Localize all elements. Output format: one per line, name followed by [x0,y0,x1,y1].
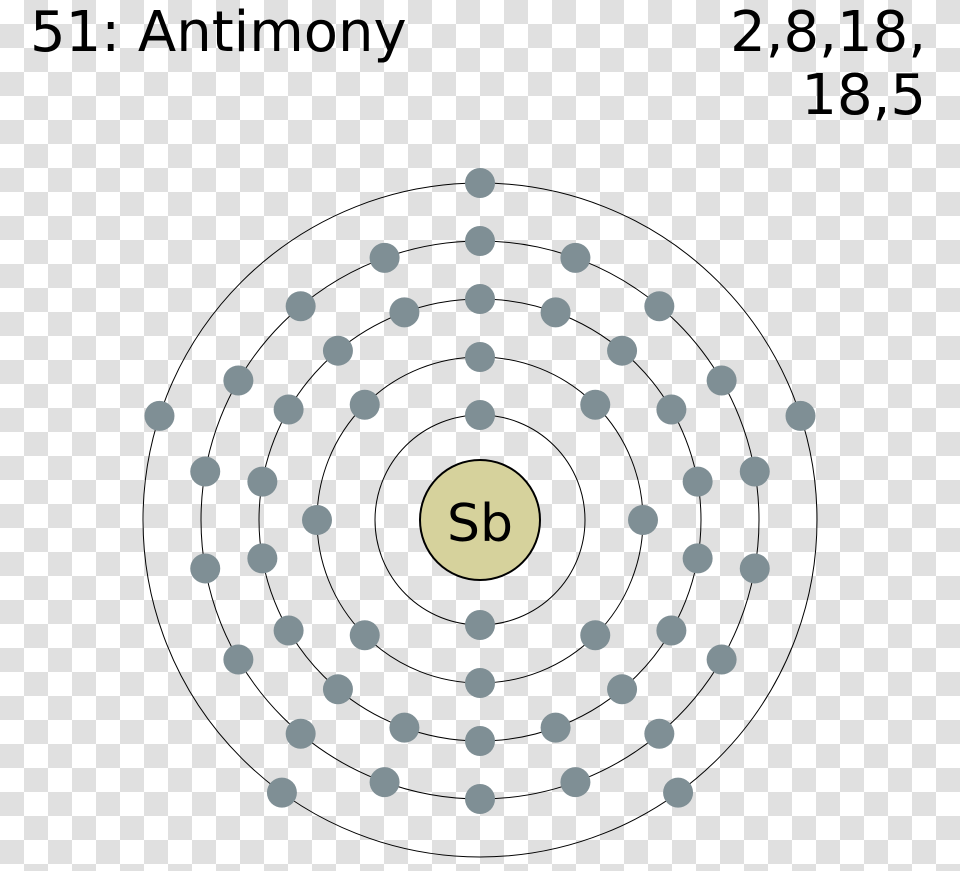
electron-configuration: 2,8,18, 18,5 [730,2,926,127]
electron-shell4-2 [370,243,400,273]
electron-shell3-7 [274,616,304,646]
electron-shell3-18 [541,297,571,327]
electron-shell3-8 [323,674,353,704]
electron-shell5-2 [144,401,174,431]
electron-shell5-3 [267,778,297,808]
electron-shell4-10 [465,784,495,814]
electron-shell3-12 [607,674,637,704]
electron-shell3-14 [683,543,713,573]
electron-shell-svg: Sb [0,0,960,871]
electron-configuration-line2: 18,5 [801,63,926,128]
electron-shell4-7 [223,645,253,675]
electron-shell2-6 [580,620,610,650]
electron-shell4-8 [286,719,316,749]
electron-shell5-5 [786,401,816,431]
electron-shell4-12 [644,719,674,749]
electron-shell4-6 [190,553,220,583]
electron-shell3-13 [656,616,686,646]
electron-shell3-11 [541,713,571,743]
element-title: 51: Antimony [30,2,407,64]
electron-shell1-2 [465,610,495,640]
electron-shell3-15 [683,467,713,497]
electron-shell3-17 [607,336,637,366]
electron-shell4-3 [286,291,316,321]
electron-shell2-5 [465,668,495,698]
electron-shell4-11 [560,767,590,797]
electron-shell3-10 [465,726,495,756]
electron-shell3-3 [323,336,353,366]
electron-shell4-18 [560,243,590,273]
nucleus-group: Sb [420,460,540,580]
electron-shell4-9 [370,767,400,797]
electron-shell3-4 [274,395,304,425]
electron-shell3-9 [389,713,419,743]
electron-shell3-1 [465,284,495,314]
electron-shell3-6 [247,543,277,573]
electron-shell5-1 [465,168,495,198]
electron-shell2-2 [350,390,380,420]
electron-shell3-16 [656,395,686,425]
electron-shell1-1 [465,400,495,430]
electron-shell4-4 [223,366,253,396]
electron-shell2-8 [580,390,610,420]
electron-shell4-5 [190,457,220,487]
electron-shell4-16 [707,366,737,396]
electron-shell2-4 [350,620,380,650]
electron-shell2-7 [628,505,658,535]
electron-shell3-5 [247,467,277,497]
electron-configuration-line1: 2,8,18, [730,0,926,65]
nucleus-symbol: Sb [447,494,513,554]
electron-shell2-1 [465,342,495,372]
electron-shell4-17 [644,291,674,321]
electron-shell4-13 [707,645,737,675]
electron-shell3-2 [389,297,419,327]
electron-shell4-15 [740,457,770,487]
electron-shell4-1 [465,226,495,256]
electron-shell4-14 [740,553,770,583]
electron-shell-diagram-container: 51: Antimony 2,8,18, 18,5 Sb [0,0,960,871]
electron-shell5-4 [663,778,693,808]
electron-shell2-3 [302,505,332,535]
